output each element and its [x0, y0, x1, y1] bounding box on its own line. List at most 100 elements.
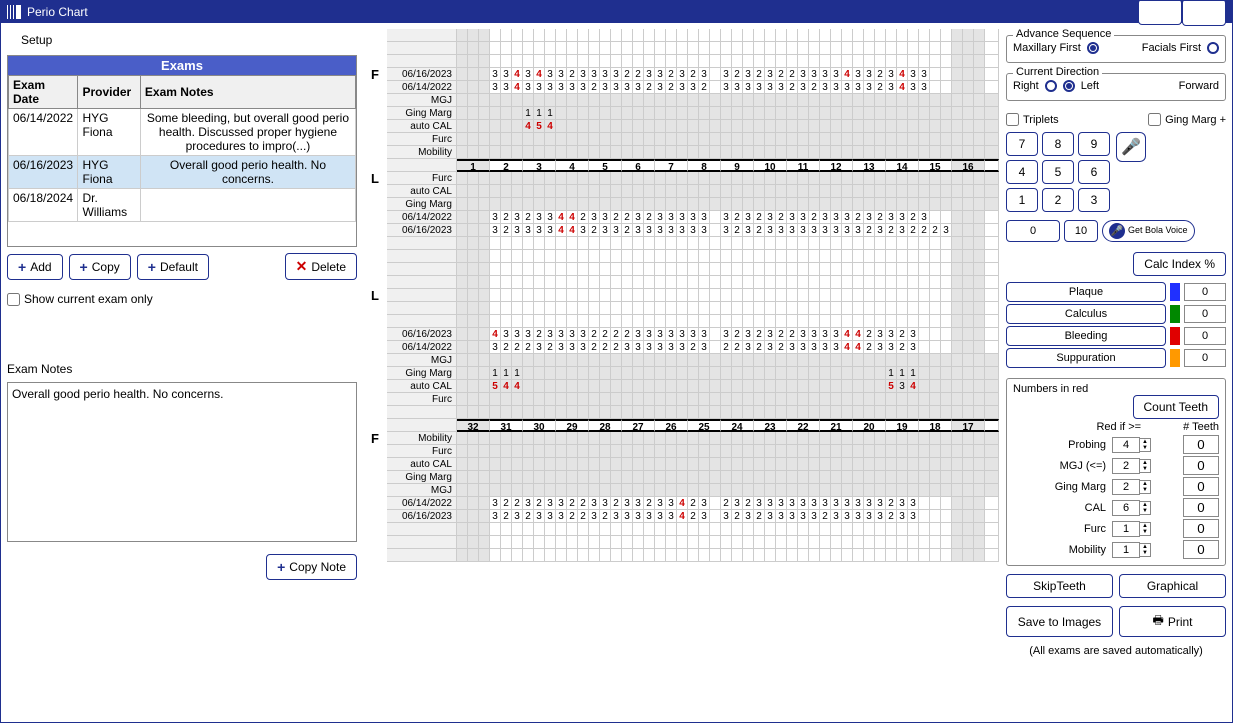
- chart-cell[interactable]: [974, 432, 985, 445]
- chart-cell[interactable]: [963, 367, 974, 380]
- chart-cell[interactable]: [468, 302, 479, 315]
- chart-cell[interactable]: 2: [567, 510, 578, 523]
- chart-cell[interactable]: 2: [512, 497, 523, 510]
- chart-cell[interactable]: [622, 107, 633, 120]
- chart-cell[interactable]: [468, 55, 479, 68]
- chart-cell[interactable]: [930, 68, 941, 81]
- chart-cell[interactable]: [633, 263, 644, 276]
- chart-cell[interactable]: [853, 289, 864, 302]
- chart-cell[interactable]: [787, 315, 798, 328]
- chart-cell[interactable]: 2: [776, 68, 787, 81]
- chart-cell[interactable]: [600, 406, 611, 419]
- chart-cell[interactable]: [611, 406, 622, 419]
- chart-cell[interactable]: [941, 406, 952, 419]
- chart-cell[interactable]: [589, 55, 600, 68]
- chart-cell[interactable]: [644, 172, 655, 185]
- chart-cell[interactable]: 3: [534, 341, 545, 354]
- chart-cell[interactable]: [523, 289, 534, 302]
- chart-cell[interactable]: 5: [534, 120, 545, 133]
- chart-cell[interactable]: [611, 133, 622, 146]
- chart-cell[interactable]: [677, 237, 688, 250]
- chart-cell[interactable]: [732, 120, 743, 133]
- chart-cell[interactable]: [952, 484, 963, 497]
- chart-cell[interactable]: [908, 198, 919, 211]
- chart-cell[interactable]: [743, 42, 754, 55]
- chart-cell[interactable]: [688, 523, 699, 536]
- chart-cell[interactable]: [952, 263, 963, 276]
- chart-cell[interactable]: [974, 328, 985, 341]
- chart-cell[interactable]: [952, 107, 963, 120]
- chart-cell[interactable]: 3: [908, 328, 919, 341]
- chart-cell[interactable]: [765, 549, 776, 562]
- chart-cell[interactable]: [776, 354, 787, 367]
- chart-cell[interactable]: [831, 367, 842, 380]
- chart-cell[interactable]: [963, 237, 974, 250]
- chart-cell[interactable]: [985, 81, 999, 94]
- chart-cell[interactable]: [897, 445, 908, 458]
- chart-cell[interactable]: [908, 302, 919, 315]
- chart-cell[interactable]: [578, 471, 589, 484]
- chart-cell[interactable]: [611, 94, 622, 107]
- chart-cell[interactable]: [490, 107, 501, 120]
- chart-cell[interactable]: [545, 315, 556, 328]
- chart-cell[interactable]: [732, 55, 743, 68]
- chart-cell[interactable]: [941, 497, 952, 510]
- chart-cell[interactable]: [688, 250, 699, 263]
- chart-cell[interactable]: [886, 354, 897, 367]
- chart-cell[interactable]: [545, 536, 556, 549]
- chart-cell[interactable]: [501, 549, 512, 562]
- chart-cell[interactable]: [710, 289, 721, 302]
- chart-cell[interactable]: [743, 315, 754, 328]
- chart-cell[interactable]: [622, 549, 633, 562]
- facials-first-radio[interactable]: [1207, 42, 1219, 54]
- chart-cell[interactable]: [908, 133, 919, 146]
- chart-cell[interactable]: [963, 146, 974, 159]
- chart-cell[interactable]: [721, 471, 732, 484]
- chart-cell[interactable]: [776, 276, 787, 289]
- chart-cell[interactable]: [578, 406, 589, 419]
- chart-cell[interactable]: [842, 367, 853, 380]
- chart-cell[interactable]: [468, 120, 479, 133]
- chart-cell[interactable]: [765, 380, 776, 393]
- delete-button[interactable]: ✕Delete: [285, 253, 357, 280]
- chart-cell[interactable]: [787, 276, 798, 289]
- chart-cell[interactable]: 3: [666, 497, 677, 510]
- chart-cell[interactable]: 3: [545, 510, 556, 523]
- chart-cell[interactable]: 3: [699, 328, 710, 341]
- chart-cell[interactable]: [798, 276, 809, 289]
- chart-cell[interactable]: [952, 81, 963, 94]
- chart-cell[interactable]: 3: [842, 81, 853, 94]
- chart-cell[interactable]: [710, 367, 721, 380]
- chart-cell[interactable]: [897, 120, 908, 133]
- chart-cell[interactable]: [479, 315, 490, 328]
- chart-cell[interactable]: [611, 367, 622, 380]
- chart-cell[interactable]: [512, 237, 523, 250]
- chart-cell[interactable]: [622, 146, 633, 159]
- chart-cell[interactable]: [600, 393, 611, 406]
- chart-cell[interactable]: [787, 94, 798, 107]
- chart-cell[interactable]: 2: [622, 211, 633, 224]
- chart-cell[interactable]: [985, 406, 999, 419]
- chart-cell[interactable]: [688, 107, 699, 120]
- chart-cell[interactable]: [908, 107, 919, 120]
- chart-cell[interactable]: [567, 289, 578, 302]
- chart-cell[interactable]: [809, 549, 820, 562]
- chart-cell[interactable]: [457, 133, 468, 146]
- chart-cell[interactable]: [699, 146, 710, 159]
- chart-cell[interactable]: 3: [875, 341, 886, 354]
- chart-cell[interactable]: [699, 250, 710, 263]
- chart-cell[interactable]: [699, 55, 710, 68]
- chart-cell[interactable]: [842, 536, 853, 549]
- chart-cell[interactable]: [710, 94, 721, 107]
- chart-cell[interactable]: [952, 289, 963, 302]
- chart-cell[interactable]: [468, 172, 479, 185]
- chart-cell[interactable]: [589, 107, 600, 120]
- chart-cell[interactable]: [622, 133, 633, 146]
- chart-cell[interactable]: [721, 263, 732, 276]
- chart-cell[interactable]: [787, 484, 798, 497]
- chart-cell[interactable]: 3: [666, 328, 677, 341]
- chart-cell[interactable]: [787, 133, 798, 146]
- chart-cell[interactable]: [611, 289, 622, 302]
- chart-cell[interactable]: [875, 445, 886, 458]
- chart-cell[interactable]: [567, 523, 578, 536]
